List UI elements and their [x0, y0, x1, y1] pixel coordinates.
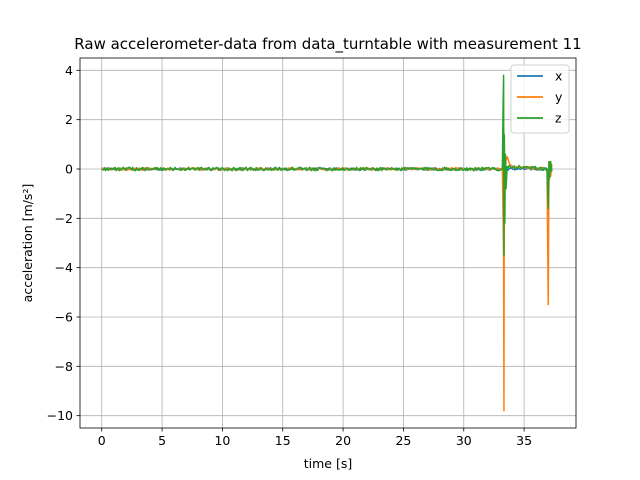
y-axis-label: acceleration [m/s²] — [20, 184, 35, 303]
legend-label-y: y — [555, 90, 563, 105]
legend: xyz — [510, 64, 570, 134]
y-tick-label: 2 — [65, 112, 73, 127]
legend-label-x: x — [555, 69, 562, 84]
series-line-z — [101, 74, 553, 257]
y-tick-label: 4 — [65, 63, 73, 78]
y-tick-label: 0 — [65, 162, 73, 177]
y-tick-label: −4 — [55, 260, 73, 275]
x-tick-label: 25 — [395, 433, 411, 448]
series-layer — [101, 74, 553, 412]
x-axis-label: time [s] — [304, 456, 352, 471]
x-tick-label: 0 — [98, 433, 106, 448]
x-tick-label: 5 — [158, 433, 166, 448]
x-tick-label: 35 — [516, 433, 532, 448]
plot-frame — [79, 57, 577, 429]
y-tick-label: −8 — [55, 359, 73, 374]
x-ticks: 0 5 10 15 20 25 30 35 — [98, 428, 532, 448]
x-tick-label: 30 — [456, 433, 472, 448]
y-tick-label: −2 — [55, 211, 73, 226]
y-ticks: −10 −8 −6 −4 −2 0 2 4 — [47, 63, 80, 423]
x-tick-label: 10 — [214, 433, 230, 448]
x-tick-label: 20 — [335, 433, 351, 448]
chart-title: Raw accelerometer-data from data_turntab… — [74, 35, 581, 54]
y-tick-label: −6 — [55, 310, 73, 325]
legend-label-z: z — [555, 111, 562, 126]
y-tick-label: −10 — [47, 408, 73, 423]
x-tick-label: 15 — [275, 433, 291, 448]
legend-box — [510, 64, 570, 134]
